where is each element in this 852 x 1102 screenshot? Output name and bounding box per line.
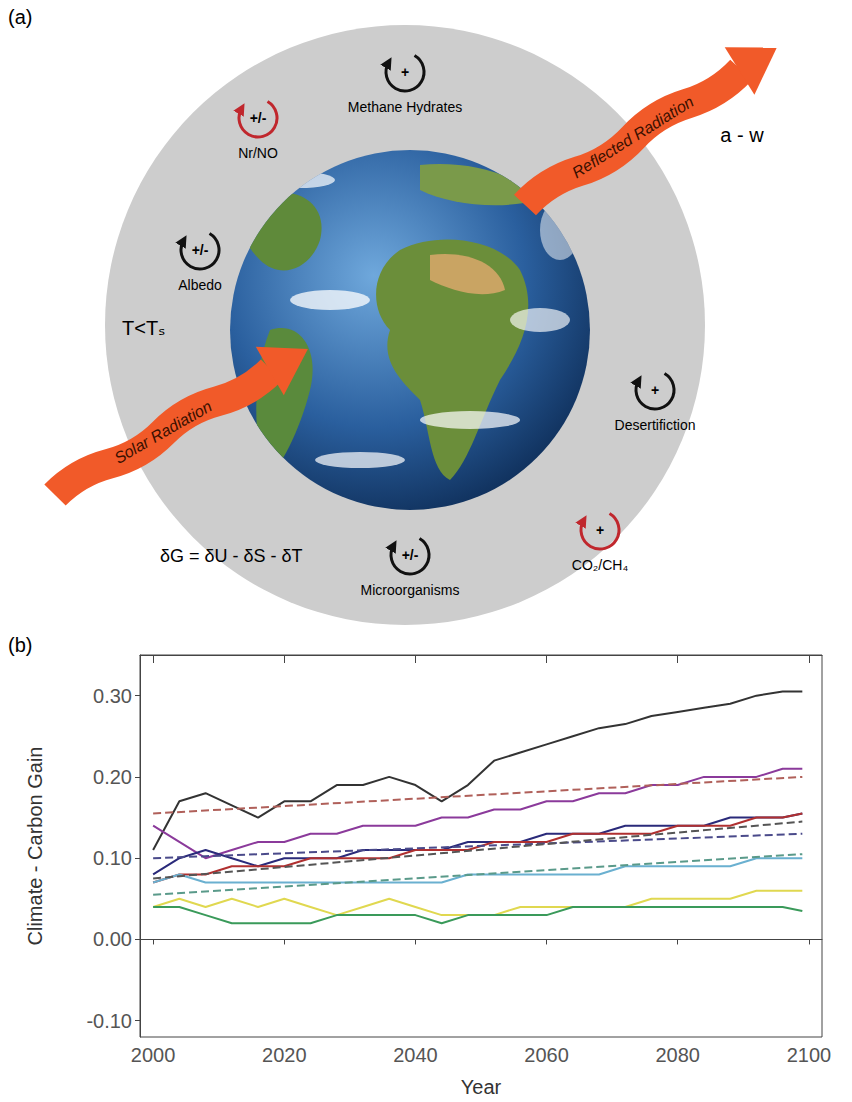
svg-text:Desertifiction: Desertifiction	[615, 417, 696, 433]
svg-text:2080: 2080	[655, 1044, 700, 1066]
svg-text:2100: 2100	[787, 1044, 832, 1066]
svg-text:+: +	[651, 382, 659, 398]
svg-text:T<Tₛ: T<Tₛ	[122, 317, 166, 339]
svg-text:+/-: +/-	[192, 242, 209, 258]
svg-text:Reflected Radiation: Reflected Radiation	[569, 93, 697, 181]
svg-text:0.10: 0.10	[93, 847, 132, 869]
svg-text:0.20: 0.20	[93, 766, 132, 788]
svg-text:(a): (a)	[8, 6, 32, 28]
svg-text:Climate - Carbon Gain: Climate - Carbon Gain	[24, 747, 46, 946]
svg-text:-0.10: -0.10	[86, 1010, 132, 1032]
svg-text:0.00: 0.00	[93, 928, 132, 950]
svg-text:+/-: +/-	[250, 110, 267, 126]
svg-text:Microorganisms: Microorganisms	[361, 582, 460, 598]
svg-text:δG = δU - δS - δT: δG = δU - δS - δT	[160, 546, 303, 566]
svg-text:2040: 2040	[393, 1044, 438, 1066]
svg-text:2020: 2020	[262, 1044, 307, 1066]
svg-text:CO₂/CH₄: CO₂/CH₄	[572, 557, 629, 573]
svg-text:+: +	[596, 522, 604, 538]
svg-text:Albedo: Albedo	[178, 277, 222, 293]
svg-text:2000: 2000	[131, 1044, 176, 1066]
svg-text:+: +	[401, 64, 409, 80]
svg-text:a - w: a - w	[720, 124, 764, 146]
html-text:(b): (b)	[8, 634, 33, 656]
svg-text:Nr/NO: Nr/NO	[238, 145, 278, 161]
svg-text:Solar Radiation: Solar Radiation	[111, 397, 214, 466]
svg-text:+/-: +/-	[402, 547, 419, 563]
svg-text:Year: Year	[461, 1076, 502, 1098]
svg-text:Methane Hydrates: Methane Hydrates	[348, 99, 462, 115]
svg-text:2060: 2060	[524, 1044, 569, 1066]
svg-text:0.30: 0.30	[93, 685, 132, 707]
